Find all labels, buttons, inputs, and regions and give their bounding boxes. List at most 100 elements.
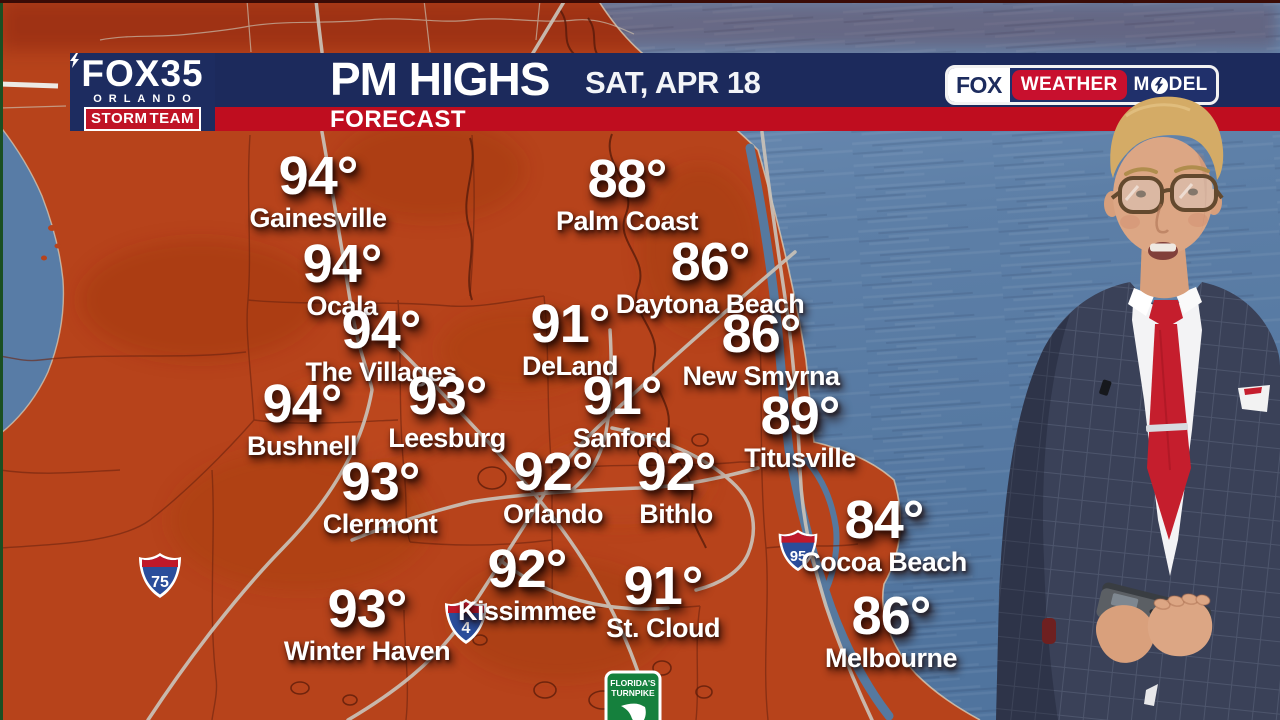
city-name: Winter Haven xyxy=(283,635,451,666)
temperature: 91° xyxy=(530,294,611,354)
fox-weather-model-logo: FOX WEATHER M DEL xyxy=(945,65,1219,105)
temperature: 88° xyxy=(587,149,668,209)
shield-number: 95 xyxy=(790,549,806,565)
frame-edge-left xyxy=(0,0,3,720)
road-i75 xyxy=(146,130,374,720)
temperature: 91° xyxy=(623,556,704,616)
city-name: Clermont xyxy=(322,508,438,539)
station-label-ocala: 94° Ocala xyxy=(302,234,383,322)
fwm-weather: WEATHER xyxy=(1011,70,1127,100)
station-label-melbourne: 86° Melbourne xyxy=(824,586,958,674)
interstate-95-shield: 95 xyxy=(778,529,818,572)
frame-edge-top xyxy=(0,0,1280,3)
city-name: Daytona Beach xyxy=(615,288,805,319)
station-label-st-cloud: 91° St. Cloud xyxy=(606,556,720,644)
turnpike-sign: FLORIDA'S TURNPIKE xyxy=(604,670,662,720)
station-label-cocoa-beach: 84° Cocoa Beach xyxy=(801,490,967,578)
city-name: New Smyrna xyxy=(682,360,840,391)
lightning-bolt-icon xyxy=(70,53,79,68)
city-name: The Villages xyxy=(305,356,457,387)
road-i4 xyxy=(346,250,797,720)
station-label-kissimmee: 92° Kissimmee xyxy=(457,539,597,627)
station-label-new-smyrna: 86° New Smyrna xyxy=(682,304,840,392)
shield-number: 4 xyxy=(462,620,471,637)
city-name: Sanford xyxy=(572,422,672,453)
road-i95 xyxy=(760,130,874,720)
gulf-water xyxy=(0,125,65,435)
temperature: 92° xyxy=(636,442,717,502)
temperature: 93° xyxy=(327,579,408,639)
station-label-the-villages: 94° The Villages xyxy=(305,300,457,388)
city-name: Palm Coast xyxy=(555,205,699,236)
lakes xyxy=(290,433,713,710)
city-name: Gainesville xyxy=(249,202,387,233)
interstate-4-shield: 4 xyxy=(445,599,487,644)
temperature: 94° xyxy=(302,234,383,294)
station-logo: FOX35 ORLANDO STORM TEAM xyxy=(70,53,215,131)
station-label-gainesville: 94° Gainesville xyxy=(249,146,387,234)
temperature: 94° xyxy=(341,300,422,360)
model-o-bolt-icon xyxy=(1150,76,1168,94)
temperature: 93° xyxy=(340,452,421,512)
florida-silhouette-icon xyxy=(621,703,646,720)
roads xyxy=(146,0,874,720)
turnpike-line1: FLORIDA'S xyxy=(610,678,656,688)
county-lines-north xyxy=(0,0,635,109)
shield-number: 75 xyxy=(151,574,169,591)
city-name: Bushnell xyxy=(246,430,358,461)
temperature: 84° xyxy=(844,490,925,550)
fwm-fox: FOX xyxy=(948,68,1010,102)
fwm-model-del: DEL xyxy=(1168,74,1208,95)
city-name: Kissimmee xyxy=(457,595,597,626)
city-name: Bithlo xyxy=(639,498,713,529)
temperature: 93° xyxy=(407,366,488,426)
station-label-sanford: 91° Sanford xyxy=(572,366,672,454)
temperature: 92° xyxy=(487,539,568,599)
station-label-bushnell: 94° Bushnell xyxy=(246,374,358,462)
turnpike-line2: TURNPIKE xyxy=(611,688,655,698)
land-shading xyxy=(0,0,1280,680)
temperature: 94° xyxy=(262,374,343,434)
forecast-date: SAT, APR 18 xyxy=(585,65,761,100)
page-title: PM HIGHS xyxy=(330,53,550,105)
city-name: St. Cloud xyxy=(606,612,720,643)
station-label-winter-haven: 93° Winter Haven xyxy=(283,579,451,667)
city-name: Melbourne xyxy=(824,642,958,673)
temperature: 91° xyxy=(582,366,663,426)
county-lines xyxy=(0,134,859,720)
station-logo-city: ORLANDO xyxy=(93,93,198,105)
temperature: 94° xyxy=(278,146,359,206)
temperature: 86° xyxy=(721,304,802,364)
storm-team-right: TEAM xyxy=(149,110,194,127)
station-label-clermont: 93° Clermont xyxy=(322,452,438,540)
storm-team-badge: STORM TEAM xyxy=(70,53,201,131)
city-name: Orlando xyxy=(502,498,604,529)
header-banner-red-band xyxy=(215,107,1280,131)
temperature: 89° xyxy=(760,386,841,446)
indian-river-lagoon xyxy=(745,143,894,720)
station-logo-name: FOX35 xyxy=(81,53,204,94)
banana-river xyxy=(803,457,840,593)
interstate-75-shield: 75 xyxy=(139,553,181,598)
station-label-orlando: 92° Orlando xyxy=(502,442,604,530)
station-label-titusville: 89° Titusville xyxy=(744,386,856,474)
station-label-leesburg: 93° Leesburg xyxy=(388,366,506,454)
fwm-model-m: M xyxy=(1133,74,1150,95)
city-name: Leesburg xyxy=(388,422,506,453)
temperature: 92° xyxy=(513,442,594,502)
station-label-deland: 91° DeLand xyxy=(521,294,619,382)
storm-team-left: STORM xyxy=(91,110,148,127)
city-name: Ocala xyxy=(306,290,378,321)
station-label-bithlo: 92° Bithlo xyxy=(636,442,717,530)
city-name: DeLand xyxy=(521,350,619,381)
station-label-daytona-beach: 86° Daytona Beach xyxy=(615,232,805,320)
temperature: 86° xyxy=(851,586,932,646)
road-coastal xyxy=(0,81,59,89)
city-name: Titusville xyxy=(744,442,856,473)
station-label-palm-coast: 88° Palm Coast xyxy=(555,149,699,237)
fwm-model: M DEL xyxy=(1129,68,1216,102)
temperature: 86° xyxy=(670,232,751,292)
page-subtitle: FORECAST xyxy=(330,106,466,133)
